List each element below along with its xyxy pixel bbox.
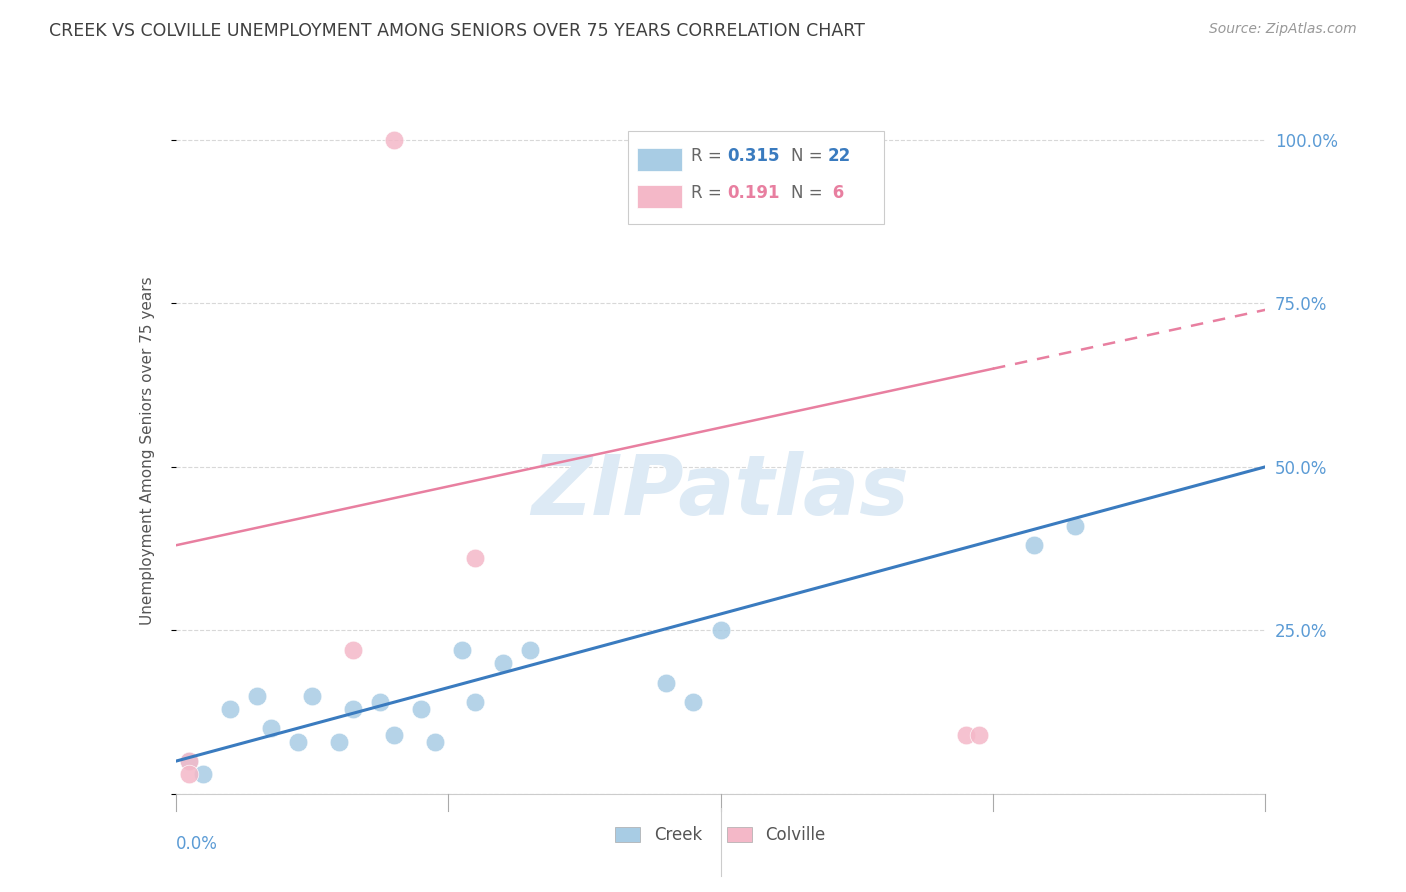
Point (382, 728, 405, 742)
Text: R =: R = (692, 147, 727, 165)
FancyBboxPatch shape (637, 186, 682, 209)
Text: R =: R = (692, 185, 727, 202)
Point (219, 702, 242, 716)
Point (464, 695, 486, 709)
Point (191, 767, 214, 781)
Point (423, 734, 446, 748)
Point (682, 695, 704, 709)
Point (464, 551, 486, 566)
Point (287, 734, 309, 748)
Text: N =: N = (792, 185, 828, 202)
Point (450, 643, 472, 657)
Text: 0.315: 0.315 (727, 147, 779, 165)
Point (655, 675, 678, 690)
Text: CREEK VS COLVILLE UNEMPLOYMENT AMONG SENIORS OVER 75 YEARS CORRELATION CHART: CREEK VS COLVILLE UNEMPLOYMENT AMONG SEN… (49, 22, 865, 40)
Point (955, 728, 977, 742)
Point (763, 133, 786, 147)
Text: 6: 6 (827, 185, 845, 202)
Text: 22: 22 (827, 147, 851, 165)
Text: ZIPatlas: ZIPatlas (531, 451, 910, 533)
Text: 0.0%: 0.0% (176, 835, 218, 853)
Point (246, 689, 269, 703)
Point (179, 754, 201, 768)
Point (342, 702, 364, 716)
Point (409, 702, 432, 716)
Point (301, 689, 323, 703)
Point (328, 734, 350, 748)
Y-axis label: Unemployment Among Seniors over 75 years: Unemployment Among Seniors over 75 years (141, 277, 155, 624)
Point (519, 643, 541, 657)
Point (179, 767, 201, 781)
Point (969, 728, 991, 742)
Point (342, 643, 364, 657)
Legend: Creek, Colville: Creek, Colville (609, 820, 832, 851)
Point (179, 754, 201, 768)
Point (710, 624, 733, 638)
Point (1022, 538, 1045, 552)
Text: 0.191: 0.191 (727, 185, 779, 202)
Point (368, 695, 391, 709)
Text: N =: N = (792, 147, 828, 165)
Point (492, 656, 515, 670)
FancyBboxPatch shape (637, 148, 682, 171)
FancyBboxPatch shape (628, 131, 884, 224)
Text: Source: ZipAtlas.com: Source: ZipAtlas.com (1209, 22, 1357, 37)
Point (260, 722, 283, 736)
Point (1063, 518, 1085, 533)
Point (382, 133, 405, 147)
